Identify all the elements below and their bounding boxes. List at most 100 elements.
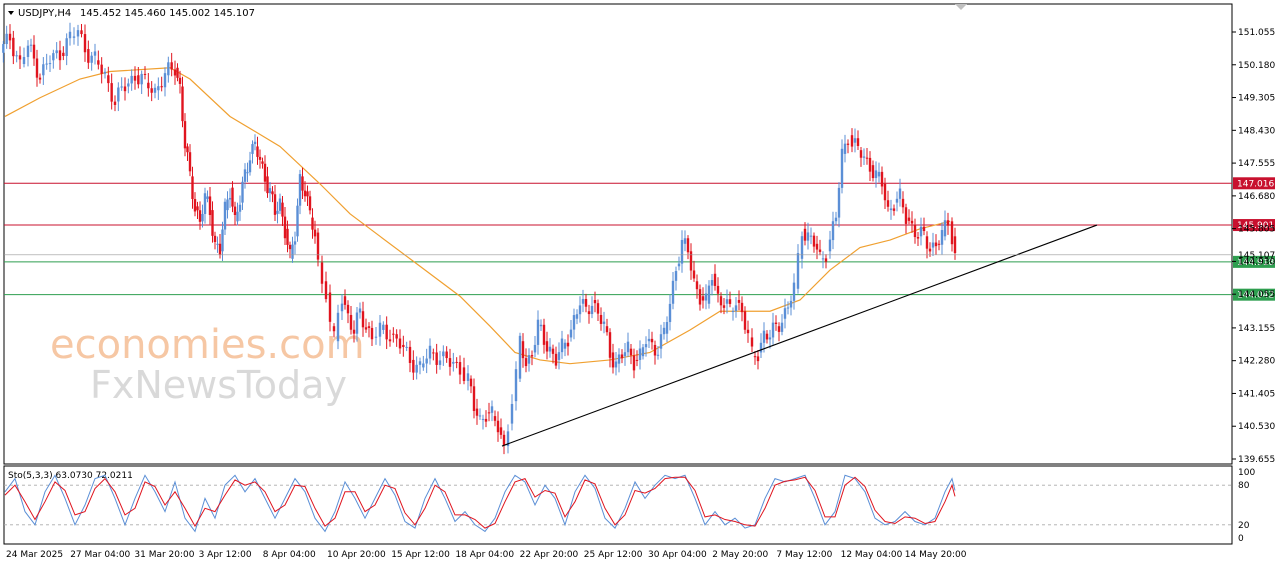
candle-body-242 [740,302,744,313]
trendline-layer[interactable] [501,224,1098,447]
candle-body-185 [569,329,573,338]
candle-body-64 [206,196,209,199]
candle-body-27 [93,51,97,56]
candle-body-49 [167,62,170,76]
candle-body-121 [361,311,365,328]
candle-body-294 [901,198,905,208]
candle-body-147 [448,358,452,367]
candle-body-182 [560,338,564,353]
candle-body-310 [950,221,954,245]
price-tick-label-6: 145.805 [1238,225,1275,235]
candle-body-151 [462,367,466,381]
candle-body-179 [551,348,555,354]
candle-body-252 [771,322,775,338]
candle-body-37 [127,83,130,87]
candle-body-239 [731,311,735,313]
candle-body-309 [946,220,950,226]
candle-body-283 [868,157,872,172]
candle-body-189 [581,299,585,304]
price-tick-label-7: 144.930 [1238,257,1275,267]
candle-body-259 [792,282,796,301]
candle-body-79 [243,169,247,182]
candle-body-32 [110,83,113,102]
candle-body-269 [824,258,828,262]
candle-body-61 [198,210,202,222]
candle-body-267 [818,249,822,252]
candle-body-299 [916,237,920,239]
candle-body-152 [466,373,470,381]
candle-body-257 [786,307,790,309]
candle-body-77 [238,204,242,212]
candle-body-78 [241,181,244,203]
candle-body-36 [123,86,127,92]
candle-body-93 [278,198,282,211]
candle-body-56 [186,146,189,153]
candle-body-247 [756,356,760,362]
stoch-scale-0: 100 [1238,468,1255,478]
candle-body-274 [840,148,844,188]
candle-body-282 [865,157,869,159]
candle-body-67 [213,235,217,243]
candle-body-133 [402,344,405,348]
candle-body-248 [759,342,763,353]
candle-body-88 [266,176,269,194]
candle-body-97 [288,244,292,250]
candle-body-263 [806,232,810,241]
candle-body-92 [276,210,279,214]
candle-body-132 [398,338,402,349]
candle-body-253 [774,322,778,324]
price-tick-label-1: 150.180 [1238,61,1275,71]
candle-body-50 [170,62,173,70]
price-tick-label-3: 148.430 [1238,126,1275,136]
candle-body-284 [871,165,875,179]
candle-body-212 [650,338,654,343]
candle-body-110 [324,281,328,300]
candle-body-111 [328,292,332,322]
candle-body-276 [846,143,850,145]
symbol-label: USDJPY,H4 [18,8,71,19]
candle-body-292 [895,198,899,203]
current-price-label: 145.107 [1238,251,1275,261]
candle-body-167 [514,369,518,402]
candle-body-168 [518,335,522,379]
candle-body-62 [201,214,204,222]
stoch-k-line [4,474,956,533]
candle-body-108 [316,232,320,260]
candle-body-272 [834,217,838,222]
candle-body-176 [542,324,546,345]
candle-body-297 [910,220,914,224]
candle-body-201 [617,354,621,364]
candle-body-289 [886,200,890,207]
candle-body-215 [659,334,663,349]
candle-body-69 [218,243,222,255]
candle-body-89 [268,188,272,194]
candle-body-270 [828,239,832,252]
scroll-marker-icon[interactable] [955,4,967,10]
candle-body-129 [388,339,392,342]
candle-body-82 [251,144,254,154]
level-tag-text-1: 145.901 [1237,221,1274,231]
candle-body-164 [502,434,506,445]
candle-body-256 [783,308,787,319]
candle-body-43 [147,82,150,89]
candle-body-59 [193,199,197,212]
candle-body-298 [913,225,917,238]
candle-body-19 [65,38,68,57]
candle-body-209 [641,347,645,357]
candle-body-85 [258,156,262,160]
candle-body-3 [12,37,15,57]
candle-body-117 [349,314,353,330]
dropdown-triangle-icon[interactable] [8,11,14,15]
candle-body-149 [455,361,458,363]
candle-body-13 [45,63,48,65]
candle-body-214 [656,354,660,356]
candle-body-5 [18,55,22,60]
candle-body-225 [689,251,693,271]
candle-body-90 [271,191,274,195]
level-tag-3 [1233,288,1275,301]
candle-body-246 [753,356,757,358]
candle-body-10 [35,58,39,78]
stoch-d-line [4,476,956,529]
candle-body-66 [211,210,214,236]
